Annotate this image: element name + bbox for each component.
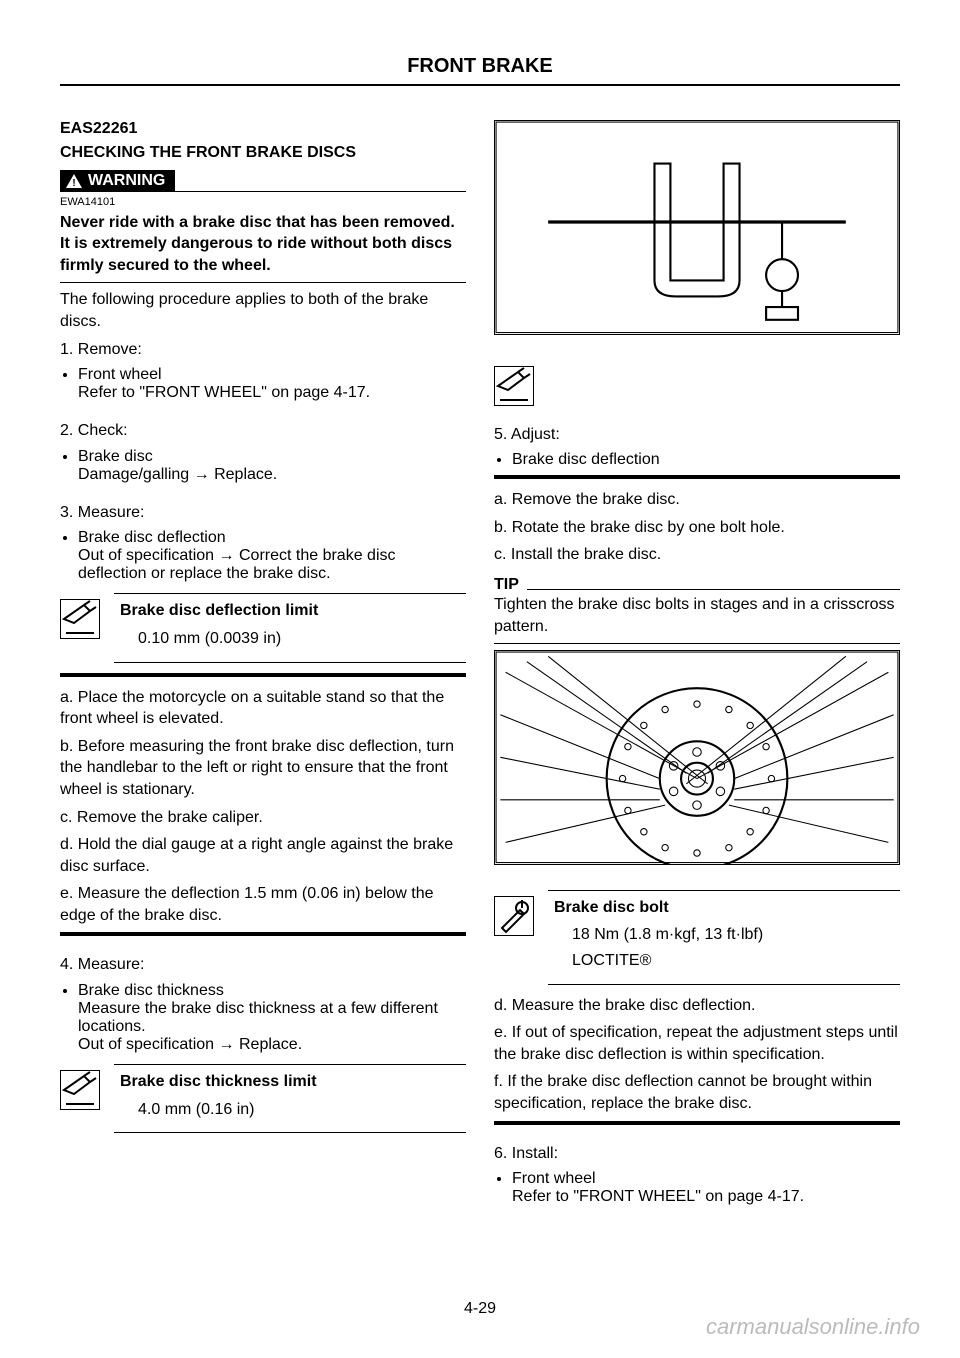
spec-box-deflection: Brake disc deflection limit 0.10 mm (0.0…: [60, 593, 466, 662]
step-3d: d. Hold the dial gauge at a right angle …: [60, 834, 466, 877]
step-5f: f. If the brake disc deflection cannot b…: [494, 1071, 900, 1114]
step-5b: b. Rotate the brake disc by one bolt hol…: [494, 517, 900, 539]
brake-disc-diagram: [494, 650, 900, 865]
spec-box-thickness: Brake disc thickness limit 4.0 mm (0.16 …: [60, 1064, 466, 1133]
warning-banner: ! WARNING: [60, 170, 466, 192]
step-6-label: 6. Install:: [494, 1143, 900, 1165]
step-3c: c. Remove the brake caliper.: [60, 807, 466, 829]
warning-code: EWA14101: [60, 196, 466, 208]
step-1-item: Front wheelRefer to "FRONT WHEEL" on pag…: [78, 366, 466, 402]
step-3-item: Brake disc deflectionOut of specificatio…: [78, 529, 466, 583]
torque-wrench-icon: [494, 896, 534, 936]
caliper-icon: [494, 366, 534, 406]
spec-thickness-value: 4.0 mm (0.16 in): [138, 1099, 460, 1121]
dial-gauge-diagram: [494, 120, 900, 335]
step-6-refer: Refer to "FRONT WHEEL" on page 4-17.: [512, 1188, 804, 1205]
step-5c: c. Install the brake disc.: [494, 544, 900, 566]
step-4-item: Brake disc thickness Measure the brake d…: [78, 982, 466, 1054]
step-3b: b. Before measuring the front brake disc…: [60, 736, 466, 801]
left-column: EAS22261 CHECKING THE FRONT BRAKE DISCS …: [60, 120, 466, 1208]
spec-deflection-title: Brake disc deflection limit: [120, 600, 460, 622]
tip-banner: TIP: [494, 576, 900, 594]
spec-deflection-value: 0.10 mm (0.0039 in): [138, 628, 460, 650]
caliper-icon: [60, 599, 100, 639]
caliper-icon: [60, 1070, 100, 1110]
step-3e: e. Measure the deflection 1.5 mm (0.06 i…: [60, 883, 466, 926]
tool-icon-box: [494, 360, 900, 406]
step-5-label: 5. Adjust:: [494, 424, 900, 446]
step-5d: d. Measure the brake disc deflection.: [494, 995, 900, 1017]
watermark: carmanualsonline.info: [706, 1314, 920, 1340]
step-4-label: 4. Measure:: [60, 954, 466, 976]
torque-value: 18 Nm (1.8 m·kgf, 13 ft·lbf): [572, 924, 894, 946]
step-6-item: Front wheelRefer to "FRONT WHEEL" on pag…: [512, 1170, 900, 1206]
section-heading: CHECKING THE FRONT BRAKE DISCS: [60, 142, 466, 164]
page-title: FRONT BRAKE: [60, 55, 900, 86]
right-column: 5. Adjust: Brake disc deflection a. Remo…: [494, 120, 900, 1208]
torque-note: LOCTITE®: [572, 950, 894, 972]
warning-text: Never ride with a brake disc that has be…: [60, 212, 466, 277]
step-5a: a. Remove the brake disc.: [494, 489, 900, 511]
warning-icon: !: [66, 174, 82, 188]
spec-thickness-title: Brake disc thickness limit: [120, 1071, 460, 1093]
step-1-label: 1. Remove:: [60, 339, 466, 361]
torque-title: Brake disc bolt: [554, 897, 894, 919]
intro-text: The following procedure applies to both …: [60, 289, 466, 332]
step-3a: a. Place the motorcycle on a suitable st…: [60, 687, 466, 730]
section-code: EAS22261: [60, 120, 466, 138]
step-2-item: Brake discDamage/galling Replace.: [78, 448, 466, 484]
step-1-refer: Refer to "FRONT WHEEL" on page 4-17.: [78, 384, 370, 401]
step-5-item: Brake disc deflection: [512, 451, 900, 469]
step-3-label: 3. Measure:: [60, 502, 466, 524]
warning-label: WARNING: [88, 172, 165, 190]
svg-text:!: !: [72, 178, 75, 188]
step-2-label: 2. Check:: [60, 420, 466, 442]
tip-label: TIP: [494, 576, 519, 594]
tip-text: Tighten the brake disc bolts in stages a…: [494, 594, 900, 637]
step-5e: e. If out of specification, repeat the a…: [494, 1022, 900, 1065]
torque-spec-box: Brake disc bolt 18 Nm (1.8 m·kgf, 13 ft·…: [494, 890, 900, 985]
